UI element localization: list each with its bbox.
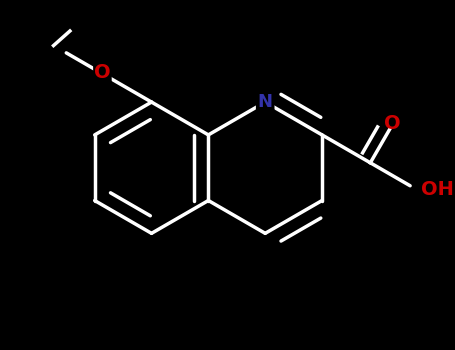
Text: N: N: [258, 93, 273, 111]
Text: O: O: [94, 63, 111, 82]
Text: O: O: [384, 114, 400, 133]
Text: OH: OH: [421, 180, 454, 199]
